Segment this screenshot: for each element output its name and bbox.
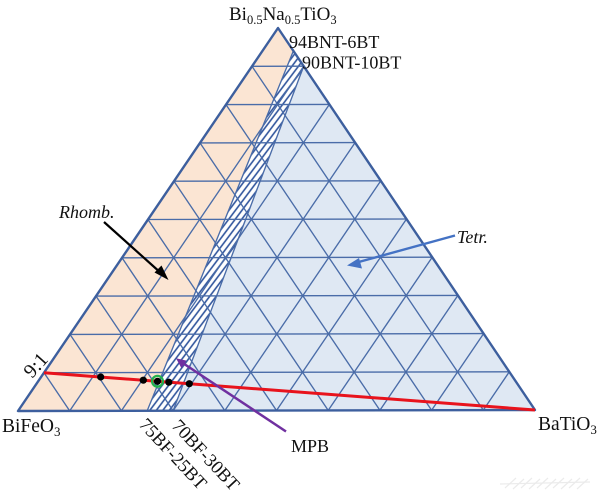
svg-text:90BNT-10BT: 90BNT-10BT (302, 53, 401, 73)
svg-text:MPB: MPB (291, 436, 329, 456)
svg-text:94BNT-6BT: 94BNT-6BT (289, 32, 379, 52)
svg-text:Tetr.: Tetr. (457, 227, 488, 247)
svg-text:BiFeO3: BiFeO3 (2, 416, 61, 439)
svg-text:Rhomb.: Rhomb. (58, 202, 115, 222)
svg-text:BaTiO3: BaTiO3 (538, 414, 597, 437)
svg-text:Bi0.5Na0.5TiO3: Bi0.5Na0.5TiO3 (229, 4, 337, 27)
